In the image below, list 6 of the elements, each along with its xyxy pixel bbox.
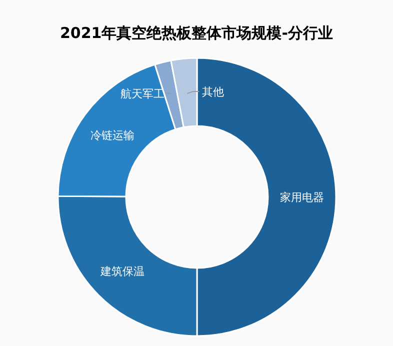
slice-label: 其他 [202, 85, 224, 98]
slice-label: 建筑保温 [100, 265, 145, 278]
slice-label: 家用电器 [280, 191, 324, 204]
slice-label: 冷链运输 [90, 128, 134, 142]
slice-label: 航天军工 [120, 87, 165, 100]
chart-title: 2021年真空绝热板整体市场规模-分行业 [60, 24, 333, 42]
